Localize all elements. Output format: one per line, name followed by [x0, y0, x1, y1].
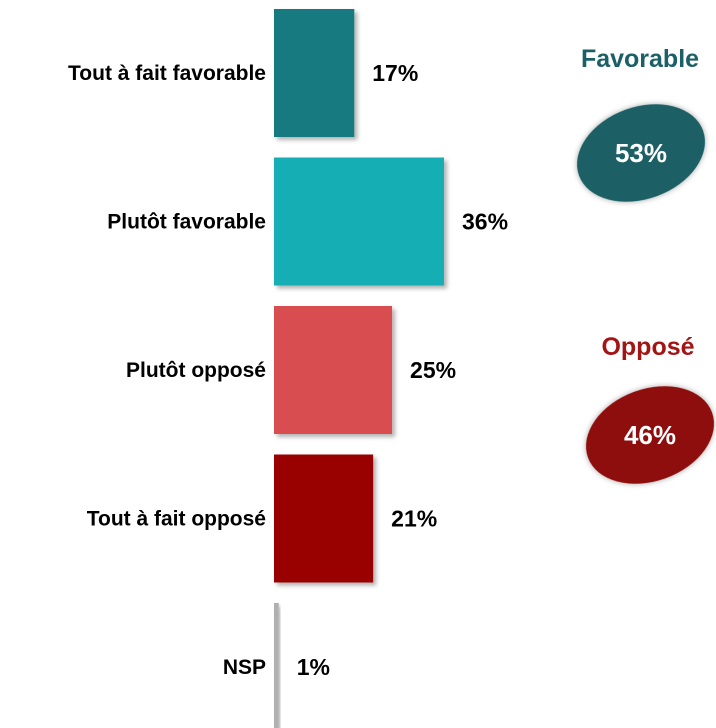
category-label: Plutôt favorable: [107, 211, 266, 234]
category-label: Plutôt opposé: [126, 359, 266, 382]
value-label: 25%: [410, 357, 456, 383]
summary-badge: [586, 386, 714, 484]
summary-value: 53%: [615, 138, 667, 168]
value-label: 17%: [372, 60, 418, 86]
category-label: Tout à fait opposé: [87, 508, 266, 531]
summary-group: Favorable 53% Opposé 46%: [577, 45, 714, 484]
summary-title: Opposé: [601, 333, 694, 361]
bars-group: Tout à fait favorable 17% Plutôt favorable…: [68, 9, 508, 728]
value-label: 21%: [391, 506, 437, 532]
bar-0: [274, 9, 355, 137]
bar-4: [274, 603, 279, 728]
value-label: 36%: [462, 209, 508, 235]
summary-badge: [577, 104, 705, 202]
bar-1: [274, 157, 444, 286]
category-label: Tout à fait favorable: [68, 62, 266, 85]
value-label: 1%: [297, 654, 330, 680]
bar-2: [274, 306, 393, 434]
bar-3: [274, 454, 374, 583]
summary-title: Favorable: [581, 45, 699, 73]
summary-value: 46%: [624, 420, 676, 450]
category-label: NSP: [223, 656, 266, 679]
